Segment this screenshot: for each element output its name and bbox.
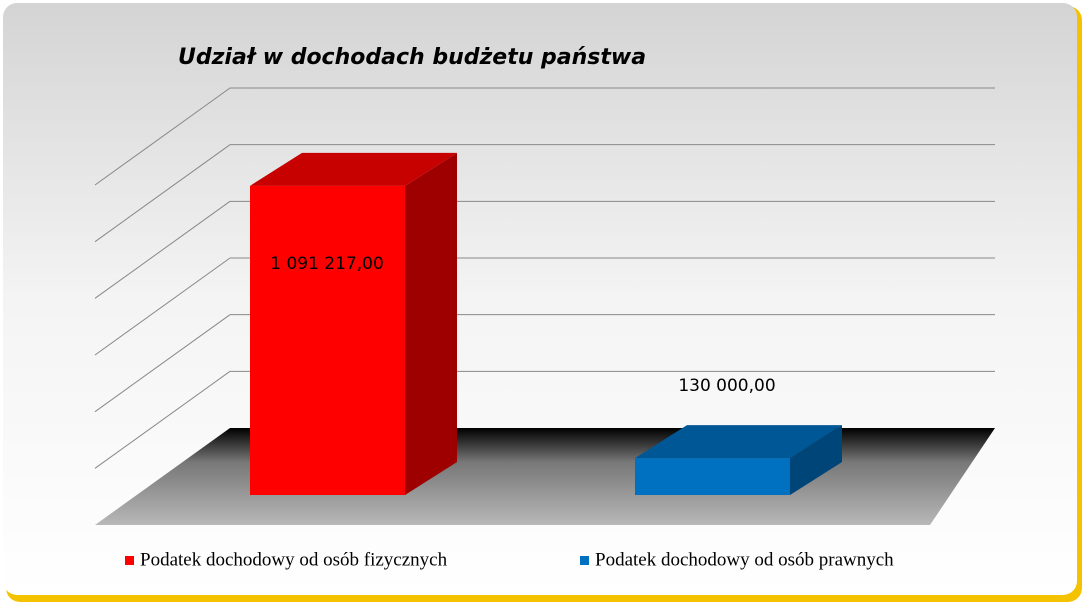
grid-line-side <box>94 370 231 469</box>
grid-line-side <box>94 257 231 356</box>
floor <box>95 428 995 525</box>
bar-side <box>790 425 842 495</box>
grid-line-side <box>94 144 231 243</box>
data-label: 130 000,00 <box>678 376 775 396</box>
chart-title: Udział w dochodach budżetu państwa <box>178 45 646 70</box>
data-label: 1 091 217,00 <box>270 254 384 274</box>
bar <box>250 185 405 496</box>
grid-line-side <box>94 314 231 413</box>
legend-swatch <box>125 556 134 565</box>
bar-side <box>405 152 457 496</box>
legend-swatch <box>580 556 589 565</box>
bar <box>635 458 790 495</box>
bar-top <box>635 425 842 459</box>
legend-label: Podatek dochodowy od osób fizycznych <box>140 549 448 570</box>
bar-top <box>250 152 457 186</box>
legend-label: Podatek dochodowy od osób prawnych <box>595 549 894 570</box>
grid-line-side <box>94 200 231 299</box>
grid-line-side <box>94 87 231 186</box>
